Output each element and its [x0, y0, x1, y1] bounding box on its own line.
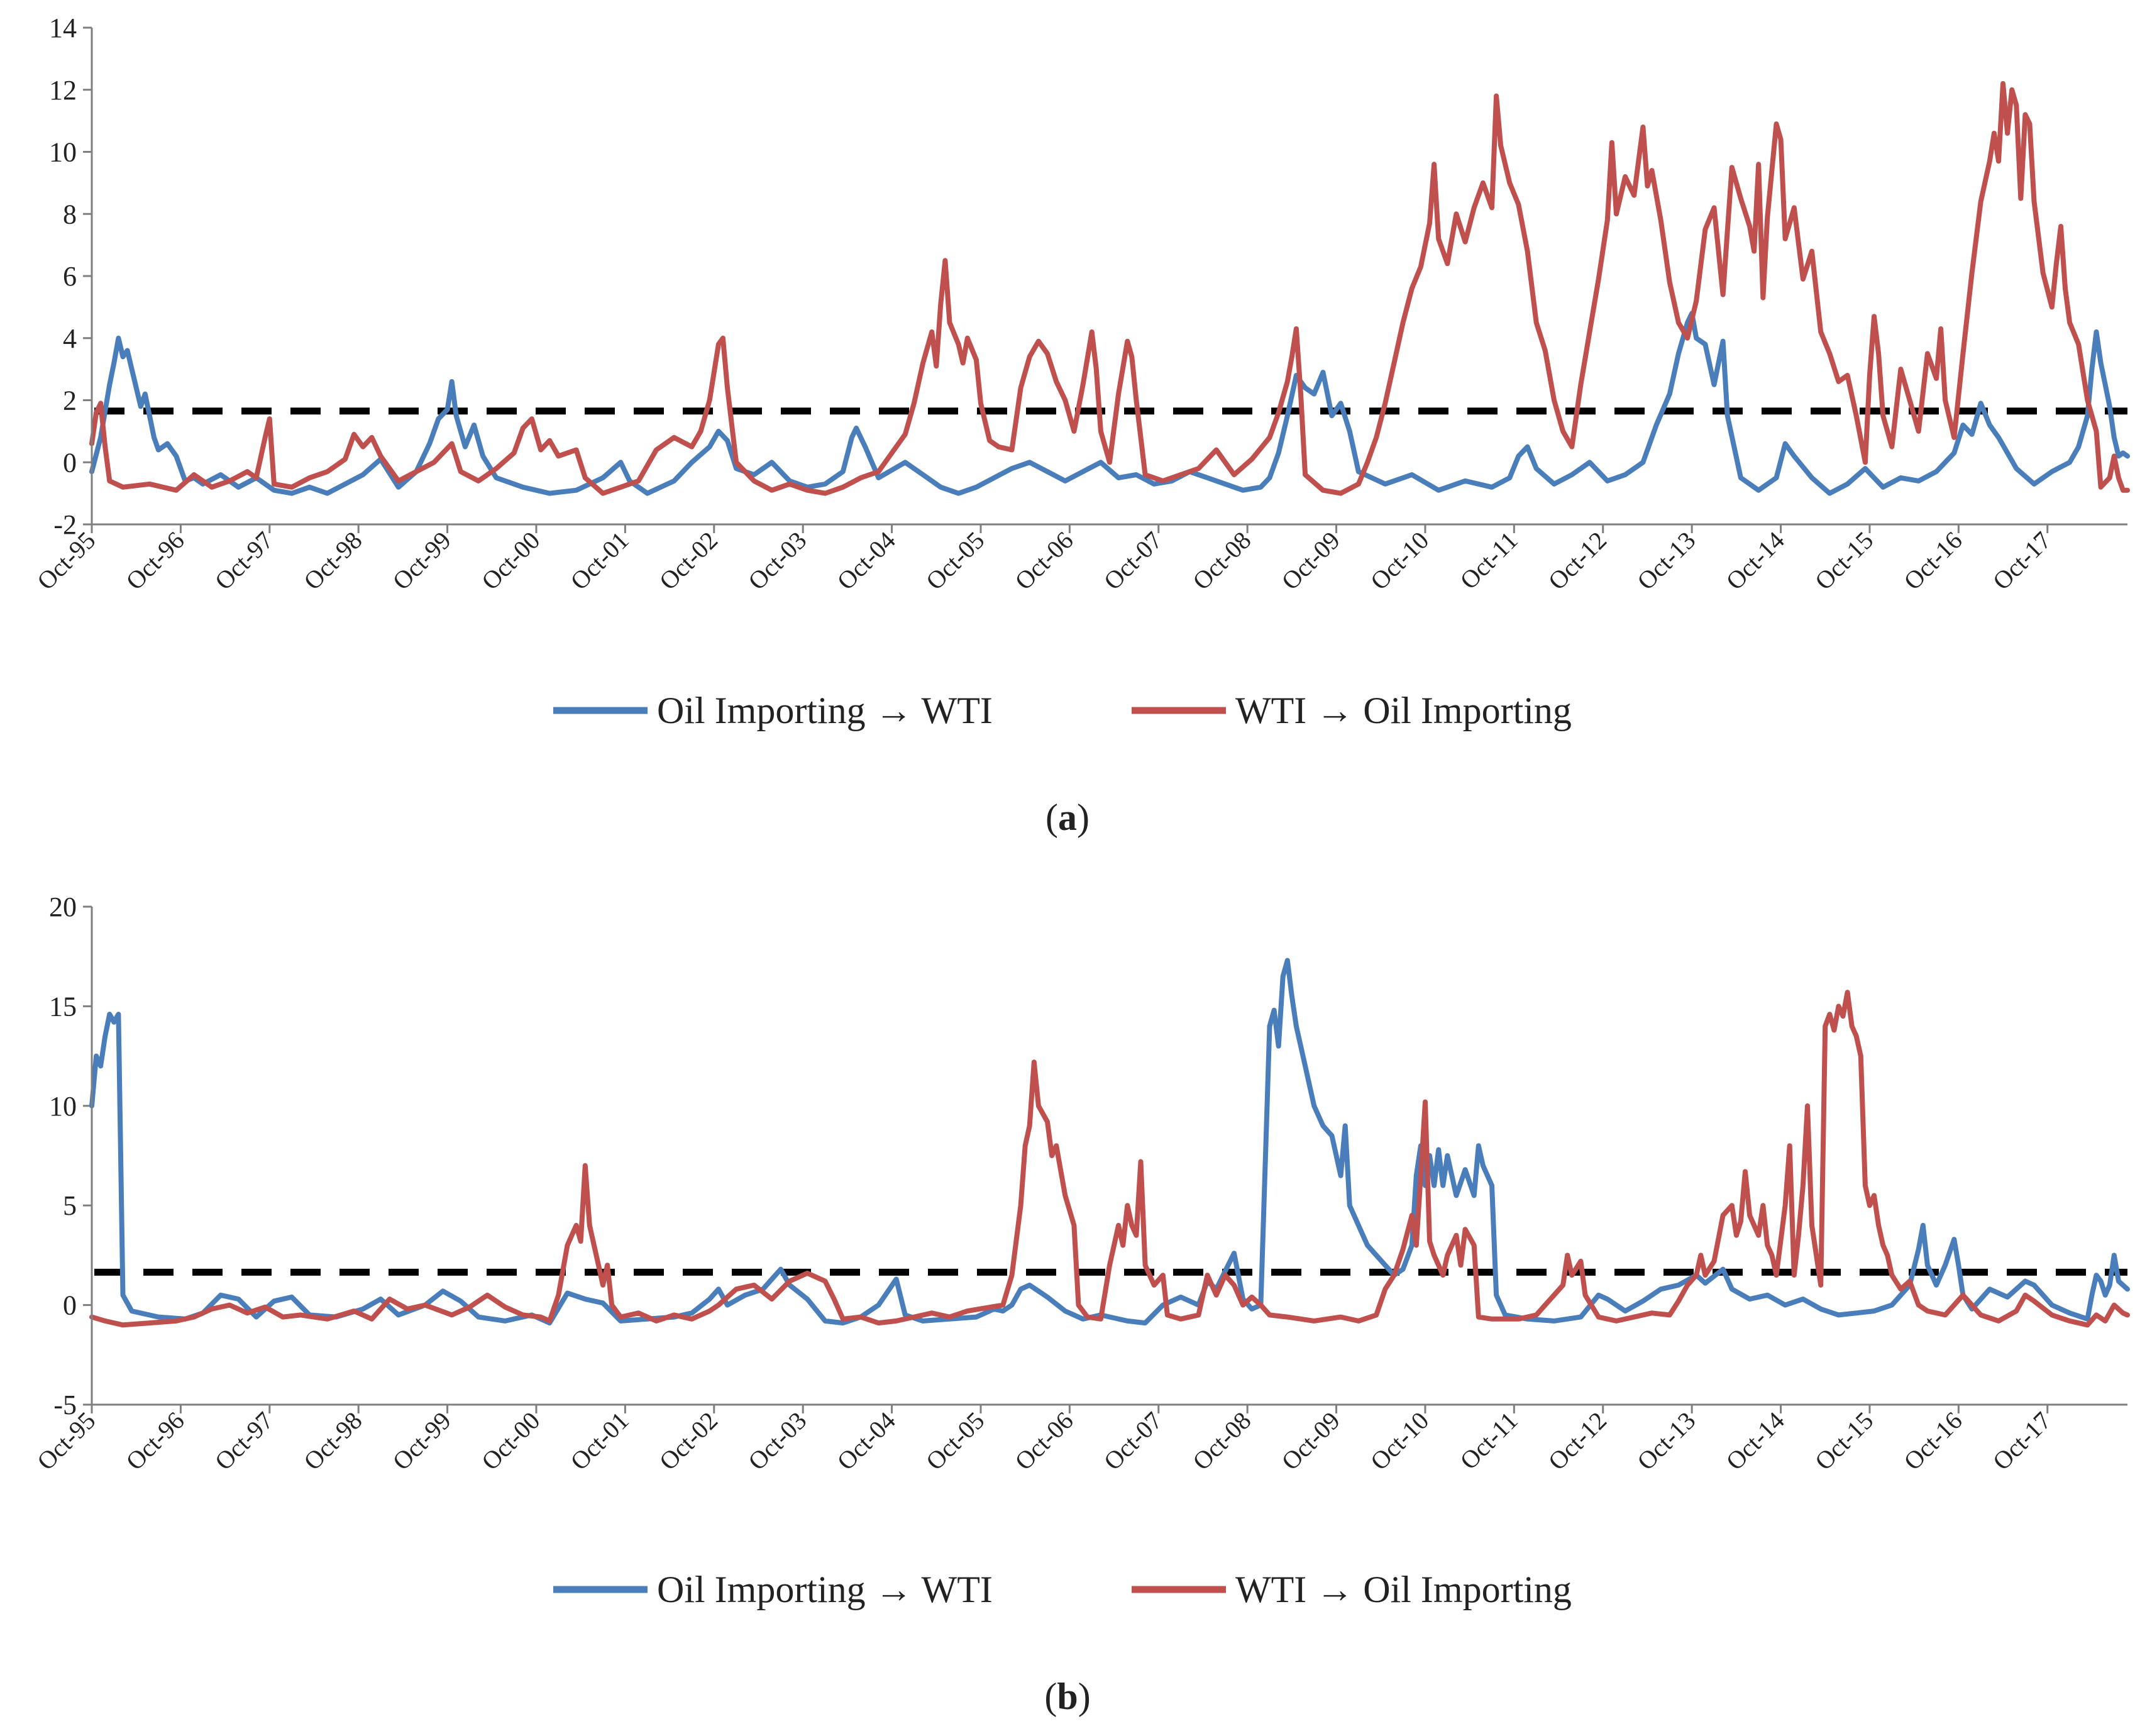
x-tick-label: Oct-14 [1721, 1407, 1790, 1476]
x-tick-label: Oct-10 [1365, 526, 1434, 595]
x-tick-label: Oct-08 [1187, 1407, 1256, 1476]
y-tick-label: 0 [63, 1290, 77, 1321]
x-tick-label: Oct-99 [387, 526, 456, 595]
panel-label-a-letter: a [1058, 797, 1077, 838]
y-tick-label: 5 [63, 1190, 77, 1221]
x-tick-label: Oct-15 [1809, 1407, 1878, 1476]
y-tick-label: 8 [63, 199, 77, 229]
y-axis-ticks-b: -5 0 5 10 15 20 [49, 892, 92, 1420]
y-tick-label: -5 [53, 1390, 77, 1420]
x-tick-label: Oct-98 [298, 1407, 367, 1476]
x-tick-label: Oct-05 [920, 526, 990, 595]
panel-label-b-letter: b [1057, 1676, 1078, 1717]
x-tick-label: Oct-01 [565, 1407, 634, 1476]
x-tick-label: Oct-15 [1809, 526, 1878, 595]
x-tick-label: Oct-96 [120, 1407, 189, 1476]
x-tick-label: Oct-07 [1098, 526, 1167, 595]
x-tick-label: Oct-13 [1631, 1407, 1701, 1476]
x-axis-ticks-a: Oct-95 Oct-96 Oct-97 Oct-98 Oct-99 Oct-00 Oct-… [31, 524, 2056, 595]
x-tick-label: Oct-10 [1365, 1407, 1434, 1476]
y-tick-label: 10 [49, 1091, 77, 1122]
y-axis-ticks-a: -2 0 2 4 6 8 10 12 14 [49, 13, 92, 540]
x-tick-label: Oct-09 [1276, 1407, 1345, 1476]
y-tick-label: 15 [49, 991, 77, 1022]
x-tick-label: Oct-17 [1987, 526, 2056, 595]
x-tick-label: Oct-01 [565, 526, 634, 595]
x-tick-label: Oct-12 [1543, 1407, 1612, 1476]
legend-a: Oil Importing → WTI WTI → Oil Importing [553, 690, 1572, 731]
x-tick-label: Oct-02 [654, 1407, 723, 1476]
legend-label-oil-importing-to-wti: Oil Importing → WTI [657, 1569, 993, 1610]
x-tick-label: Oct-07 [1098, 1407, 1167, 1476]
series-layer-a [89, 80, 2130, 496]
x-tick-label: Oct-14 [1721, 526, 1790, 595]
x-tick-label: Oct-09 [1276, 526, 1345, 595]
y-tick-label: 14 [49, 13, 77, 43]
x-tick-label: Oct-11 [1454, 1407, 1523, 1475]
x-tick-label: Oct-00 [476, 1407, 545, 1476]
x-tick-label: Oct-97 [209, 526, 279, 595]
x-tick-label: Oct-16 [1898, 1407, 1967, 1476]
legend-label-wti-to-oil-importing: WTI → Oil Importing [1235, 1569, 1572, 1610]
y-tick-label: 12 [49, 75, 77, 106]
x-tick-label: Oct-12 [1543, 526, 1612, 595]
y-tick-label: 2 [63, 385, 77, 416]
x-tick-label: Oct-04 [832, 1407, 901, 1476]
x-tick-label: Oct-04 [832, 526, 901, 595]
panel-label-a: (a) [1045, 797, 1090, 838]
legend-label-wti-to-oil-importing: WTI → Oil Importing [1235, 690, 1572, 731]
y-tick-label: -2 [53, 509, 77, 540]
x-tick-label: Oct-05 [920, 1407, 990, 1476]
x-tick-label: Oct-03 [742, 526, 812, 595]
x-axis-ticks-b: Oct-95 Oct-96 Oct-97 Oct-98 Oct-99 Oct-00 Oct-… [31, 1405, 2056, 1476]
x-tick-label: Oct-17 [1987, 1407, 2056, 1476]
x-tick-label: Oct-08 [1187, 526, 1256, 595]
y-tick-label: 6 [63, 261, 77, 292]
x-tick-label: Oct-96 [120, 526, 189, 595]
axes-a [91, 28, 2127, 526]
y-tick-label: 10 [49, 137, 77, 168]
axes-b [91, 907, 2127, 1406]
x-tick-label: Oct-06 [1009, 526, 1078, 595]
x-tick-label: Oct-11 [1454, 526, 1523, 595]
x-tick-label: Oct-98 [298, 526, 367, 595]
x-tick-label: Oct-03 [742, 1407, 812, 1476]
series-line-wti-to-oil-importing [89, 80, 2130, 496]
x-tick-label: Oct-00 [476, 526, 545, 595]
series-layer-b [89, 958, 2130, 1328]
legend-label-oil-importing-to-wti: Oil Importing → WTI [657, 690, 993, 731]
panel-label-b: (b) [1044, 1676, 1090, 1717]
y-tick-label: 20 [49, 892, 77, 922]
y-tick-label: 4 [63, 323, 77, 354]
x-tick-label: Oct-16 [1898, 526, 1967, 595]
x-tick-label: Oct-06 [1009, 1407, 1078, 1476]
x-tick-label: Oct-97 [209, 1407, 279, 1476]
x-tick-label: Oct-13 [1631, 526, 1701, 595]
series-line-oil-importing-to-wti [89, 958, 2130, 1326]
legend-b: Oil Importing → WTI WTI → Oil Importing [553, 1569, 1572, 1610]
x-tick-label: Oct-99 [387, 1407, 456, 1476]
x-tick-label: Oct-02 [654, 526, 723, 595]
y-tick-label: 0 [63, 447, 77, 478]
series-line-wti-to-oil-importing [89, 990, 2130, 1328]
